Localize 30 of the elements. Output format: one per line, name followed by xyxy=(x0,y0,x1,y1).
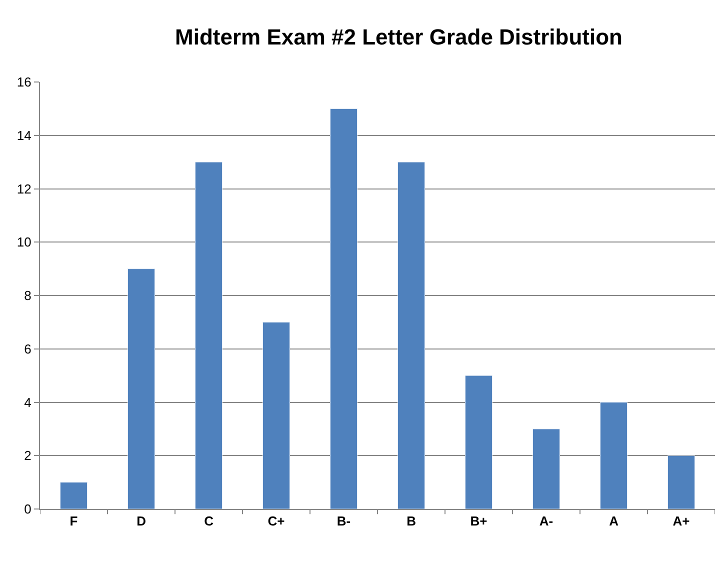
bar xyxy=(262,322,290,509)
bar xyxy=(465,375,492,509)
bar xyxy=(398,162,425,509)
x-tick-label: C+ xyxy=(268,514,286,529)
x-tick-label: B- xyxy=(336,514,351,529)
x-tick-label: F xyxy=(70,514,78,529)
bar xyxy=(60,482,88,509)
chart-title: Midterm Exam #2 Letter Grade Distribution xyxy=(175,24,622,50)
x-tick-label: B+ xyxy=(470,514,488,529)
x-tick-label: B xyxy=(406,514,416,529)
y-tick-label: 14 xyxy=(16,128,32,143)
x-tick-label: A xyxy=(609,514,620,529)
bar xyxy=(128,268,155,509)
y-tick-label: 2 xyxy=(24,448,32,464)
x-tick-label: D xyxy=(136,514,146,529)
y-tick-label: 10 xyxy=(16,234,32,250)
bar xyxy=(668,455,695,509)
x-tick-label: A- xyxy=(539,514,554,529)
y-tick-label: 16 xyxy=(16,74,32,90)
bar xyxy=(330,108,358,509)
y-tick-label: 6 xyxy=(24,341,32,356)
bar xyxy=(600,402,628,509)
bar xyxy=(532,428,560,509)
x-tick-label: C xyxy=(204,514,214,529)
y-tick-label: 0 xyxy=(24,502,32,517)
y-tick-label: 8 xyxy=(24,288,32,304)
y-tick-label: 12 xyxy=(16,181,32,196)
x-tick-label: A+ xyxy=(672,514,690,529)
y-tick-label: 4 xyxy=(24,394,32,410)
bar xyxy=(195,162,222,509)
